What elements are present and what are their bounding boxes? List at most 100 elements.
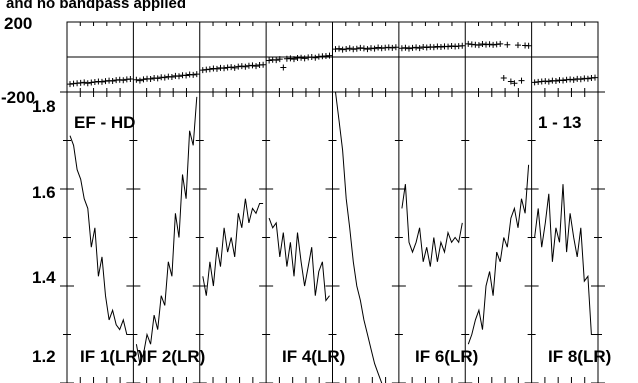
amplitude-line-4 <box>268 217 330 302</box>
phase-point <box>409 44 416 51</box>
phase-point <box>364 46 371 53</box>
amplitude-line-1 <box>69 135 131 335</box>
phase-point <box>445 43 452 50</box>
amp-y-tick-1-2: 1.2 <box>32 347 56 366</box>
phase-point <box>228 64 235 71</box>
phase-point <box>371 45 378 52</box>
channel-range-label: 1 - 13 <box>538 113 581 132</box>
phase-point <box>242 63 249 70</box>
phase-point <box>490 41 497 48</box>
phase-point <box>183 72 190 79</box>
phase-point <box>193 71 200 78</box>
phase-point <box>98 78 105 85</box>
phase-point <box>77 79 84 86</box>
phase-point <box>479 41 486 48</box>
amplitude-line-5 <box>335 91 383 383</box>
top-y-tick-max: 200 <box>4 14 32 33</box>
baseline-label: EF - HD <box>74 113 135 132</box>
phase-point <box>531 79 538 86</box>
panel-label-if1: IF 1(LR) <box>80 347 143 366</box>
phase-point <box>497 40 504 47</box>
amplitude-line-8 <box>534 184 595 335</box>
phase-point <box>577 76 584 83</box>
amp-y-tick-1-6: 1.6 <box>32 183 56 202</box>
phase-point <box>392 44 399 51</box>
phase-point <box>312 54 319 61</box>
phase-point <box>500 75 507 81</box>
phase-point <box>175 73 182 80</box>
phase-point <box>213 65 220 72</box>
phase-point <box>199 67 206 74</box>
phase-point <box>336 45 343 52</box>
phase-point <box>206 66 213 73</box>
phase-point <box>116 76 123 83</box>
amp-y-tick-1-4: 1.4 <box>32 268 56 287</box>
phase-point <box>416 45 423 52</box>
phase-point <box>437 44 444 51</box>
phase-point <box>190 71 197 78</box>
panel-label-if2: IF 2(LR) <box>142 347 205 366</box>
phase-point <box>332 46 339 53</box>
phase-point <box>120 77 127 84</box>
phase-point <box>398 45 405 52</box>
phase-point <box>81 79 88 86</box>
phase-point <box>154 75 161 82</box>
phase-point <box>353 45 360 52</box>
phase-point <box>343 45 350 52</box>
phase-point <box>298 54 305 61</box>
phase-point <box>326 52 333 59</box>
phase-point <box>301 55 308 62</box>
phase-point <box>389 44 396 51</box>
phase-point <box>109 77 116 84</box>
phase-point <box>266 57 273 64</box>
phase-point <box>221 65 228 72</box>
phase-point <box>567 76 574 83</box>
phase-point <box>280 64 287 71</box>
phase-point <box>88 79 95 86</box>
phase-point <box>545 78 552 85</box>
phase-point <box>273 57 280 64</box>
amplitude-line-3 <box>202 198 264 296</box>
phase-point <box>420 44 427 51</box>
phase-point <box>168 73 175 80</box>
phase-point <box>560 77 567 84</box>
phase-point <box>378 45 385 52</box>
phase-point <box>448 42 455 49</box>
phase-point <box>102 78 109 85</box>
phase-point <box>413 44 420 51</box>
phase-point <box>385 44 392 51</box>
phase-point <box>459 42 466 49</box>
phase-point <box>235 63 242 70</box>
phase-point <box>91 79 98 86</box>
phase-series <box>67 40 598 88</box>
phase-point <box>350 46 357 53</box>
phase-point <box>161 74 168 81</box>
phase-point <box>507 78 514 85</box>
phase-point <box>584 75 591 82</box>
panel-label-if4: IF 4(LR) <box>282 347 345 366</box>
phase-point <box>465 40 472 47</box>
panel-label-if6: IF 6(LR) <box>415 347 478 366</box>
phase-point <box>375 44 382 51</box>
phase-point <box>357 44 364 51</box>
phase-point <box>290 56 297 63</box>
phase-point <box>570 76 577 83</box>
phase-point <box>511 80 518 87</box>
phase-point <box>276 56 283 63</box>
phase-point <box>67 81 73 88</box>
phase-point <box>260 61 267 68</box>
phase-point <box>475 42 482 49</box>
phase-point <box>592 74 598 81</box>
panel-label-if8: IF 8(LR) <box>548 347 611 366</box>
phase-point <box>525 42 532 49</box>
phase-point <box>402 44 409 51</box>
phase-point <box>552 77 559 84</box>
phase-point <box>423 44 430 51</box>
phase-point <box>368 45 375 52</box>
phase-point <box>360 45 367 52</box>
phase-point <box>136 77 143 84</box>
amplitude-line-2 <box>135 96 198 366</box>
phase-point <box>231 64 238 71</box>
phase-point <box>346 45 353 52</box>
